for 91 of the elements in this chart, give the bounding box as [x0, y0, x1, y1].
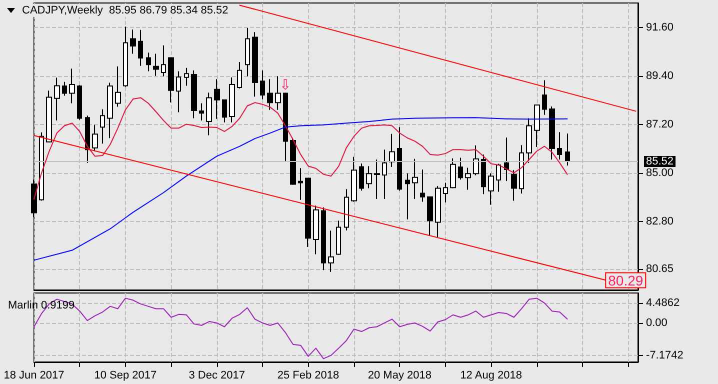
candlestick [85, 115, 90, 164]
y-tick-label: -7.1742 [646, 349, 684, 362]
x-tick-label: 12 Aug 2018 [460, 370, 522, 382]
candlestick [344, 188, 349, 231]
candlestick [191, 70, 197, 119]
candlestick [465, 167, 471, 190]
candlestick [557, 132, 562, 160]
candlestick [229, 76, 235, 123]
candlestick [412, 158, 418, 200]
candlestick [184, 67, 189, 86]
line-series [34, 97, 568, 200]
y-tick-label: 0.00 [646, 317, 668, 330]
candlestick [351, 156, 357, 202]
y-tick-label: 91.60 [646, 21, 674, 34]
candlestick [123, 26, 128, 88]
candlestick [534, 104, 540, 148]
candlestick [328, 230, 334, 272]
candlestick [481, 154, 486, 195]
candlestick [389, 133, 395, 168]
candlestick [458, 157, 463, 180]
candlestick [313, 205, 319, 255]
candlestick [336, 220, 341, 256]
x-tick-label: 3 Dec 2017 [188, 370, 245, 382]
x-tick-label: 25 Feb 2018 [277, 370, 340, 382]
candlestick [237, 61, 242, 89]
y-tick-label: 82.80 [646, 216, 674, 228]
candlestick [374, 159, 380, 200]
candlestick [443, 182, 448, 203]
candlestick [275, 76, 281, 110]
candlestick [366, 166, 372, 189]
candlestick [519, 144, 524, 194]
candlestick [283, 92, 288, 162]
y-tick-label: 89.40 [646, 70, 674, 82]
candlestick [542, 80, 547, 116]
candlestick [39, 132, 44, 202]
y-tick-label: 85.00 [646, 166, 674, 179]
candlestick [382, 149, 387, 200]
candlestick [427, 196, 433, 236]
candlestick [100, 108, 105, 144]
candlestick [222, 99, 227, 123]
y-tick-label: 87.20 [646, 118, 674, 130]
candlestick [359, 163, 364, 192]
candlestick [138, 29, 143, 66]
candlestick [62, 81, 67, 96]
candlestick [214, 78, 220, 120]
candlestick [46, 90, 52, 143]
y-tick-label: 80.65 [646, 263, 674, 276]
candlestick [146, 52, 151, 72]
x-tick-label: 20 May 2018 [368, 370, 432, 382]
candlestick [260, 70, 265, 100]
candlestick [496, 163, 501, 192]
candlestick [305, 178, 311, 248]
candlestick [245, 27, 250, 77]
candlestick [168, 57, 174, 103]
x-tick-label: 18 Jun 2017 [4, 370, 64, 382]
candlestick [199, 102, 204, 121]
candlestick [565, 132, 570, 166]
candlestick [450, 158, 456, 189]
chart-title: CADJPY,Weekly 85.95 86.79 85.34 85.52 [22, 4, 228, 16]
candlestick [405, 172, 410, 220]
candlestick [397, 126, 402, 192]
candlestick [473, 144, 479, 176]
annotation: ⇩ [280, 76, 292, 93]
candlestick [130, 28, 136, 54]
annotation: 80.29 [608, 272, 644, 288]
y-tick-label: 4.4862 [646, 296, 680, 309]
candlestick [420, 168, 425, 202]
candlestick [92, 124, 98, 152]
candlestick [290, 137, 296, 186]
candlestick [161, 44, 166, 77]
candlestick [54, 77, 60, 121]
candlestick [176, 70, 181, 113]
candlestick [115, 66, 121, 108]
candlestick [107, 82, 113, 139]
x-tick-label: 10 Sep 2017 [94, 370, 157, 382]
candlestick [69, 68, 75, 104]
candlestick [488, 172, 494, 206]
candlestick [511, 170, 517, 202]
line-series [34, 117, 568, 261]
ref-line-label: 85.52 [646, 156, 674, 168]
candlestick [321, 206, 326, 271]
candlestick [267, 78, 273, 110]
candlestick [435, 186, 441, 238]
candlestick [298, 168, 303, 200]
candlestick [206, 92, 212, 136]
candlestick [153, 53, 159, 76]
candlestick [77, 84, 82, 120]
candlestick [549, 106, 555, 160]
candlestick [526, 118, 532, 164]
candlestick [504, 136, 509, 182]
candlestick [252, 32, 258, 98]
